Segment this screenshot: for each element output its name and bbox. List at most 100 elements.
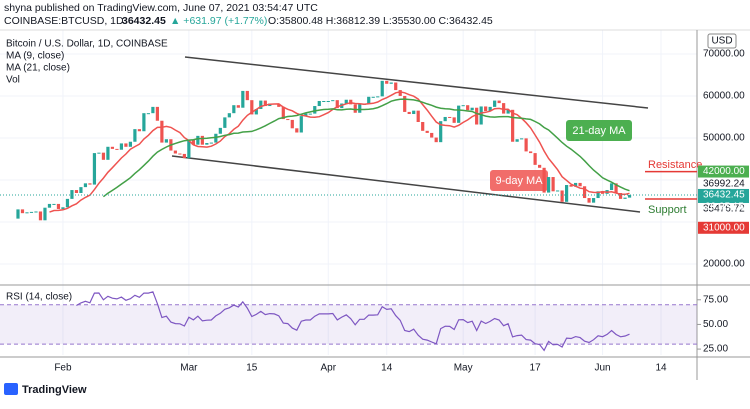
candle bbox=[506, 109, 510, 114]
candle bbox=[367, 96, 371, 104]
brand: TradingView bbox=[22, 384, 87, 396]
candle bbox=[173, 150, 177, 154]
x-tick-label: 15 bbox=[246, 363, 258, 374]
x-tick-label: Apr bbox=[320, 363, 336, 374]
candle bbox=[308, 113, 312, 115]
candle bbox=[155, 106, 159, 121]
candle bbox=[232, 105, 236, 114]
candle bbox=[412, 110, 416, 115]
candle bbox=[142, 113, 146, 132]
annotation: 21-day MA bbox=[572, 125, 626, 137]
logo bbox=[4, 383, 18, 395]
x-tick-label: May bbox=[454, 363, 473, 374]
candle bbox=[479, 106, 483, 125]
candle bbox=[299, 116, 303, 133]
candle bbox=[493, 100, 497, 107]
x-tick-label: 17 bbox=[530, 363, 542, 374]
ma21-annotation-box bbox=[566, 120, 632, 141]
rsi-band bbox=[0, 304, 697, 345]
trend-line-lower bbox=[171, 155, 641, 213]
candle bbox=[322, 100, 326, 102]
candle bbox=[178, 153, 182, 155]
candle bbox=[304, 113, 308, 117]
annotation: Support bbox=[648, 204, 687, 216]
candle bbox=[488, 106, 492, 112]
candle bbox=[209, 142, 213, 144]
candle bbox=[124, 143, 128, 147]
candle bbox=[83, 183, 88, 188]
candle bbox=[115, 148, 119, 150]
candle bbox=[529, 151, 533, 154]
candle bbox=[421, 122, 425, 131]
candle bbox=[218, 127, 222, 134]
candle bbox=[151, 106, 155, 114]
candle bbox=[281, 106, 285, 120]
candle bbox=[61, 207, 65, 209]
candle bbox=[97, 152, 101, 154]
candle bbox=[295, 128, 299, 133]
candle bbox=[434, 137, 438, 143]
candle bbox=[250, 100, 254, 115]
candle bbox=[119, 143, 124, 150]
x-tick-label: Feb bbox=[54, 363, 72, 374]
candle bbox=[128, 141, 133, 147]
candle bbox=[133, 129, 137, 142]
candle bbox=[16, 209, 20, 219]
candle bbox=[65, 198, 70, 208]
candle bbox=[627, 194, 632, 198]
candle bbox=[416, 110, 420, 123]
candle bbox=[106, 146, 110, 160]
candle bbox=[277, 103, 281, 107]
candle bbox=[560, 190, 564, 202]
candle bbox=[385, 80, 389, 84]
change: ▲ +631.97 (+1.77%) bbox=[170, 15, 267, 27]
candle bbox=[398, 90, 402, 96]
candle bbox=[623, 197, 627, 199]
candle bbox=[223, 117, 227, 128]
candle bbox=[164, 139, 168, 143]
candle bbox=[56, 203, 61, 209]
x-tick-label: Jun bbox=[595, 363, 611, 374]
candle bbox=[88, 183, 92, 185]
candle bbox=[430, 132, 434, 138]
candle bbox=[110, 146, 115, 149]
ma21-line bbox=[102, 98, 630, 198]
price: 36432.45 bbox=[122, 15, 166, 27]
candle bbox=[52, 203, 56, 205]
candle bbox=[191, 139, 195, 145]
candle bbox=[241, 90, 245, 108]
candle bbox=[25, 212, 29, 214]
candle bbox=[452, 117, 456, 123]
candle bbox=[79, 187, 83, 193]
ma9-annotation-box bbox=[490, 170, 548, 191]
candle bbox=[573, 182, 578, 187]
candle bbox=[614, 183, 618, 193]
trend-line-upper bbox=[184, 56, 649, 109]
ma9-line bbox=[49, 91, 630, 213]
candle bbox=[349, 99, 353, 105]
candle bbox=[591, 198, 596, 203]
legend-ma21: MA (21, close) bbox=[6, 63, 70, 74]
y-tick-label: 50000.00 bbox=[703, 133, 745, 144]
candle bbox=[146, 113, 150, 115]
candle bbox=[245, 90, 249, 101]
annotation: Resistance bbox=[648, 159, 702, 171]
candle bbox=[317, 100, 321, 107]
candle bbox=[182, 153, 186, 159]
candle bbox=[569, 185, 573, 187]
publisher: shyna published on TradingView.com, June… bbox=[4, 2, 318, 14]
candle bbox=[227, 113, 231, 118]
price-tag-label: 42000.00 bbox=[703, 166, 745, 177]
candle bbox=[200, 135, 204, 145]
candle bbox=[344, 99, 348, 104]
candle bbox=[502, 103, 506, 114]
candle bbox=[515, 139, 519, 142]
legend-vol: Vol bbox=[6, 75, 20, 86]
candle bbox=[425, 130, 429, 133]
candle bbox=[371, 96, 375, 98]
candle bbox=[313, 106, 317, 114]
candle bbox=[538, 164, 542, 168]
candle bbox=[524, 138, 528, 152]
candle bbox=[547, 177, 551, 193]
candle bbox=[214, 133, 218, 143]
